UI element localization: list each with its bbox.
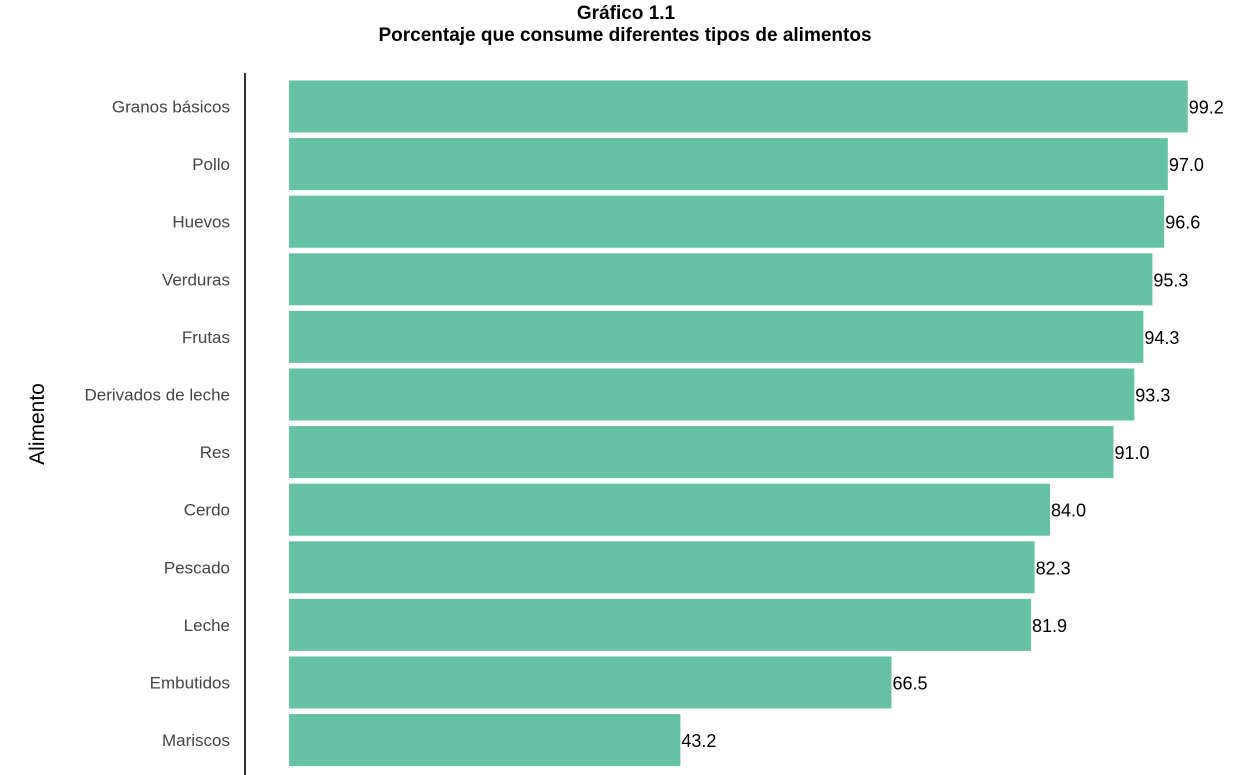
value-label-cerdo: 84.0 (1051, 501, 1086, 521)
value-label-verduras: 95.3 (1153, 270, 1188, 290)
category-label-cerdo: Cerdo (184, 501, 230, 520)
category-label-mariscos: Mariscos (162, 731, 230, 750)
category-label-frutas: Frutas (182, 328, 230, 347)
category-label-granos-basicos: Granos básicos (112, 98, 230, 117)
bar-res (289, 426, 1114, 479)
bar-cerdo (289, 483, 1051, 536)
bar-leche (289, 598, 1032, 651)
bar-mariscos (289, 714, 681, 767)
category-label-pollo: Pollo (192, 155, 230, 174)
chart-title-block: Gráfico 1.1 Porcentaje que consume difer… (0, 3, 1244, 47)
bar-pollo (289, 138, 1168, 191)
value-label-pescado: 82.3 (1036, 558, 1071, 578)
value-label-embutidos: 66.5 (892, 674, 927, 694)
bar-huevos (289, 195, 1165, 248)
bar-pescado (289, 541, 1035, 594)
bar-frutas (289, 310, 1144, 363)
value-labels-group: 99.2 97.0 96.6 95.3 94.3 93.3 91.0 84.0 82.3 81.9… (681, 98, 1223, 752)
chart-subtitle: Porcentaje que consume diferentes tipos … (378, 25, 872, 46)
category-label-embutidos: Embutidos (150, 674, 230, 693)
bars-group (289, 80, 1188, 767)
value-label-frutas: 94.3 (1144, 328, 1179, 348)
bar-verduras (289, 253, 1153, 306)
category-label-verduras: Verduras (162, 270, 230, 289)
bar-derivados-de-leche (289, 368, 1135, 421)
value-label-mariscos: 43.2 (681, 731, 716, 751)
category-label-pescado: Pescado (164, 558, 230, 577)
category-labels-group: Granos básicos Pollo Huevos Verduras Frutas D… (84, 98, 230, 751)
value-label-granos-basicos: 99.2 (1189, 98, 1224, 118)
y-axis-title: Alimento (26, 383, 49, 465)
value-label-pollo: 97.0 (1169, 155, 1204, 175)
category-label-huevos: Huevos (172, 213, 230, 232)
chart-title: Gráfico 1.1 (576, 3, 676, 24)
category-label-leche: Leche (184, 616, 230, 635)
category-label-res: Res (200, 443, 230, 462)
bar-embutidos (289, 656, 892, 709)
value-label-leche: 81.9 (1032, 616, 1067, 636)
value-label-res: 91.0 (1114, 443, 1149, 463)
bar-granos-basicos (289, 80, 1188, 133)
value-label-huevos: 96.6 (1165, 213, 1200, 233)
category-label-derivados-de-leche: Derivados de leche (84, 386, 230, 405)
value-label-derivados-de-leche: 93.3 (1135, 386, 1170, 406)
